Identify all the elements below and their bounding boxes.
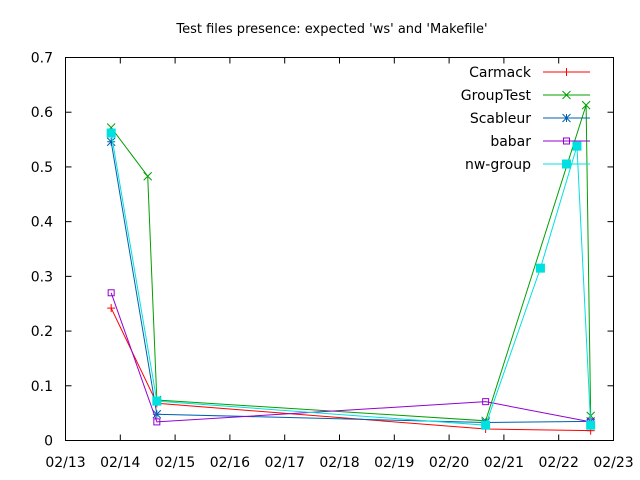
legend-label: babar — [490, 134, 531, 150]
x-tick-label: 02/13 — [45, 455, 85, 471]
legend-label: GroupTest — [461, 88, 532, 104]
open-square-marker — [482, 398, 490, 406]
marker-stroke — [143, 171, 153, 181]
legend-entry: Carmack — [469, 65, 590, 81]
open-square-marker — [563, 137, 570, 145]
open-square-marker — [153, 418, 161, 426]
y-tick-label: 0.2 — [31, 324, 53, 340]
filled-square-marker — [586, 420, 596, 430]
y-tick-label: 0 — [44, 434, 53, 450]
x-tick-label: 02/18 — [319, 455, 359, 471]
filled-square-marker — [535, 263, 545, 273]
filled-square-marker — [106, 128, 116, 138]
y-tick-label: 0.3 — [31, 269, 53, 285]
asterisk-marker — [562, 113, 571, 123]
marker-stroke — [106, 137, 116, 147]
marker-stroke — [581, 100, 591, 110]
open-square-marker — [107, 289, 115, 297]
x-tick-label: 02/19 — [374, 455, 414, 471]
cross-marker — [562, 90, 571, 100]
marker-stroke — [562, 113, 571, 123]
series-line — [110, 104, 592, 422]
legend-entry: GroupTest — [461, 88, 590, 104]
series-line — [110, 307, 591, 432]
cross-marker — [581, 100, 591, 110]
filled-square-marker — [562, 159, 571, 169]
x-tick-label: 02/22 — [539, 455, 579, 471]
legend-entry: Scableur — [470, 111, 590, 127]
series-line — [110, 132, 592, 426]
x-tick-label: 02/21 — [484, 455, 524, 471]
legend-label: nw-group — [465, 157, 531, 173]
x-tick-label: 02/14 — [100, 455, 140, 471]
plus-marker — [562, 68, 571, 76]
cross-marker — [143, 171, 153, 181]
x-tick-label: 02/16 — [210, 455, 250, 471]
x-tick-label: 02/23 — [593, 455, 633, 471]
filled-square-marker — [152, 396, 162, 406]
plus-marker — [107, 304, 116, 313]
marker-stroke — [562, 90, 571, 100]
chart-title: Test files presence: expected 'ws' and '… — [175, 22, 487, 37]
x-tick-label: 02/15 — [155, 455, 195, 471]
asterisk-marker — [106, 137, 116, 147]
y-tick-label: 0.1 — [31, 379, 53, 395]
y-tick-label: 0.6 — [31, 105, 53, 121]
x-tick-label: 02/20 — [429, 455, 469, 471]
legend-label: Carmack — [469, 65, 532, 81]
legend-entry: nw-group — [465, 157, 590, 173]
y-tick-label: 0.5 — [31, 160, 53, 176]
legend-entry: babar — [490, 134, 590, 150]
x-tick-label: 02/17 — [265, 455, 305, 471]
filled-square-marker — [481, 420, 491, 430]
y-tick-label: 0.4 — [31, 215, 53, 231]
filled-square-marker — [572, 141, 582, 151]
plot-frame — [65, 57, 614, 441]
y-tick-label: 0.7 — [31, 51, 53, 67]
legend-label: Scableur — [470, 111, 531, 127]
marker-stroke — [152, 409, 162, 419]
series-line — [110, 141, 591, 423]
series-scableur — [106, 137, 596, 427]
series-nw-group — [106, 128, 596, 430]
series-line — [110, 292, 591, 423]
